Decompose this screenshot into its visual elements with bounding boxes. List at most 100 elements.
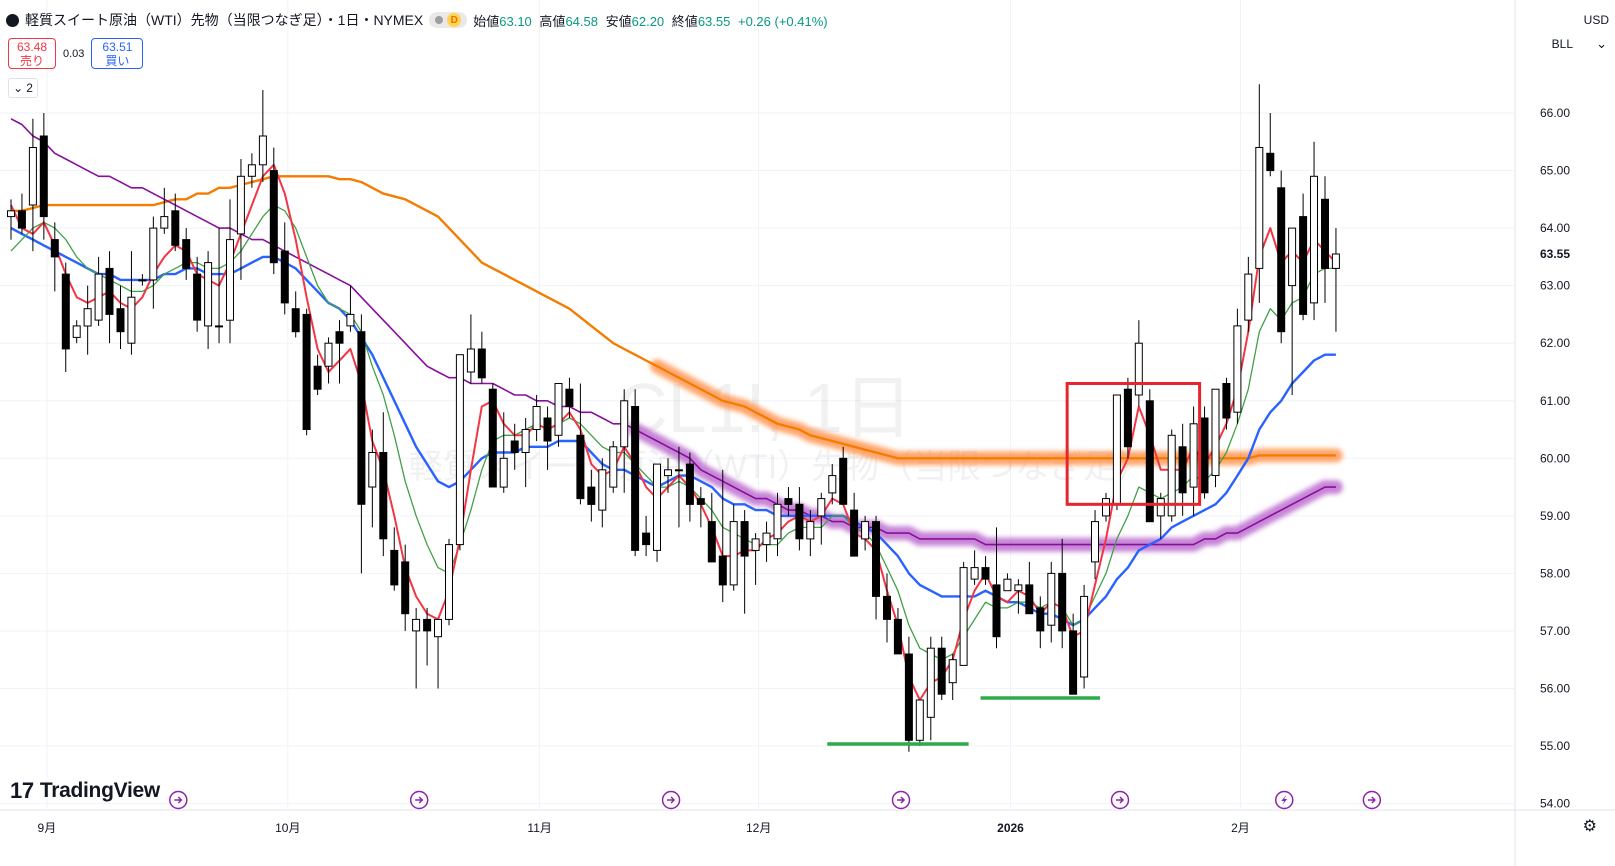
candle xyxy=(1167,429,1176,522)
candle-body xyxy=(302,313,311,430)
chevron-down-icon[interactable]: ⌄ xyxy=(1596,36,1607,51)
event-marker-icon[interactable] xyxy=(661,790,681,810)
candle xyxy=(127,251,136,355)
candle xyxy=(17,193,26,234)
time-tick-label: 2月 xyxy=(1231,821,1250,835)
candle xyxy=(50,222,59,292)
price-tick-label: 60.00 xyxy=(1540,451,1570,465)
candle xyxy=(477,331,486,384)
candle-body xyxy=(653,463,661,551)
price-tick-label: 63.00 xyxy=(1540,279,1570,293)
candle-body xyxy=(17,210,26,229)
candle-body xyxy=(696,498,705,505)
candle-body xyxy=(455,354,464,546)
candle-body xyxy=(893,618,902,655)
candle-body xyxy=(576,434,585,500)
candle-body xyxy=(1321,198,1329,269)
price-tick-label: 54.00 xyxy=(1540,797,1570,811)
candle xyxy=(335,320,344,384)
candle-body xyxy=(926,647,935,718)
candle-body xyxy=(368,452,377,488)
candle-body xyxy=(1058,572,1067,632)
candle xyxy=(937,636,946,701)
candle-body xyxy=(1025,584,1034,615)
candle xyxy=(1266,113,1275,177)
candle xyxy=(291,291,300,338)
candle-body xyxy=(72,325,81,338)
candle-body xyxy=(1123,388,1132,448)
candle-body xyxy=(620,400,629,448)
candle xyxy=(423,607,432,666)
candle xyxy=(696,487,705,528)
price-tick-label: 56.00 xyxy=(1540,682,1570,696)
sell-button[interactable]: 63.48 売り xyxy=(8,38,56,69)
candle-body xyxy=(1299,216,1308,315)
price-axis[interactable]: 66.00 65.00 64.00 63.00 62.00 61.00 60.00 59.00… xyxy=(1540,106,1570,811)
time-axis[interactable]: 9月 10月 11月 12月 2026 2月 xyxy=(38,821,1250,835)
candle xyxy=(83,285,92,355)
candle xyxy=(883,573,891,643)
candle-body xyxy=(83,308,92,327)
candle xyxy=(412,607,421,689)
event-marker-icon[interactable] xyxy=(169,790,188,810)
dividend-marker-icon[interactable] xyxy=(1275,790,1294,810)
sell-price: 63.48 xyxy=(16,40,48,54)
candle xyxy=(1003,573,1012,592)
candle-body xyxy=(477,348,486,379)
candle-body xyxy=(7,210,15,218)
event-marker-icon[interactable] xyxy=(891,790,911,810)
event-marker-icon[interactable] xyxy=(1362,790,1382,810)
candle xyxy=(455,354,464,551)
candle xyxy=(904,636,913,752)
low-label: 安値 xyxy=(605,13,632,29)
candle-body xyxy=(981,567,990,580)
symbol-title[interactable]: 軽質スイート原油（WTI）先物（当限つなぎ足）・1日・NYMEX xyxy=(25,12,424,28)
candle xyxy=(1244,256,1253,332)
event-marker-icon[interactable] xyxy=(1110,790,1130,810)
candle xyxy=(543,406,552,470)
candle xyxy=(992,527,1001,649)
candle xyxy=(1080,584,1089,689)
candle xyxy=(1331,228,1340,332)
candle xyxy=(685,452,694,522)
candle xyxy=(39,113,48,240)
candle xyxy=(817,492,826,545)
gear-icon[interactable]: ⚙ xyxy=(1582,818,1597,835)
time-tick-label: 2026 xyxy=(997,821,1024,835)
candle-body xyxy=(412,618,421,632)
candle xyxy=(1025,561,1034,615)
currency-label[interactable]: USD xyxy=(1583,13,1609,27)
candle-body xyxy=(39,135,48,218)
indicators-toggle[interactable]: ⌄ 2 xyxy=(8,78,38,98)
candle-body xyxy=(850,509,859,557)
candle xyxy=(828,464,837,505)
candle-body xyxy=(434,618,442,638)
candle xyxy=(981,556,990,585)
candle-body xyxy=(1112,394,1121,505)
candle xyxy=(193,256,202,332)
candle-body xyxy=(1255,147,1264,269)
candle-body xyxy=(948,659,957,684)
candle xyxy=(1288,227,1297,395)
candle-body xyxy=(970,567,979,580)
time-tick-label: 11月 xyxy=(527,821,551,835)
candle-body xyxy=(236,175,245,235)
candle xyxy=(258,89,267,183)
unit-label[interactable]: BLL xyxy=(1551,37,1573,51)
open-label: 始値 xyxy=(473,13,500,29)
candle xyxy=(247,153,256,188)
candle-body xyxy=(105,267,114,315)
candle-body xyxy=(1069,630,1078,695)
candle xyxy=(160,187,169,234)
logo-text: TradingView xyxy=(39,779,160,802)
candle xyxy=(466,314,475,384)
candle-body xyxy=(324,342,333,367)
candle xyxy=(532,394,541,442)
price-tick-label: 58.00 xyxy=(1540,566,1570,580)
indicator-count: 2 xyxy=(26,81,33,95)
candle-body xyxy=(1211,388,1220,477)
buy-button[interactable]: 63.51 買い xyxy=(91,38,144,69)
candle xyxy=(1310,141,1318,321)
event-marker-icon[interactable] xyxy=(409,790,429,810)
